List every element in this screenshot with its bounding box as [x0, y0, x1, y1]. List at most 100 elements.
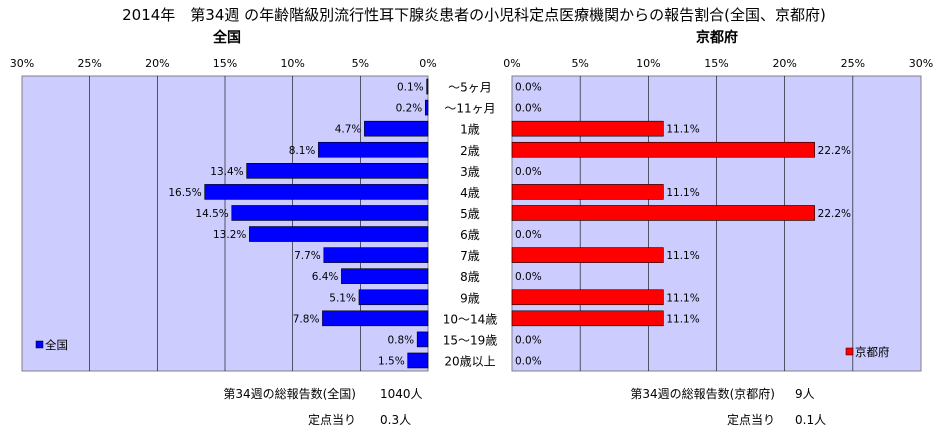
national-x-tick-label: 10%	[280, 57, 304, 70]
national-bar	[341, 268, 429, 284]
kyoto-total-value: 9人	[795, 387, 815, 401]
kyoto-data-label: 22.2%	[818, 208, 851, 220]
national-data-label: 0.2%	[396, 103, 423, 115]
kyoto-bar	[511, 184, 664, 200]
national-data-label: 7.8%	[293, 313, 320, 325]
national-data-label: 16.5%	[168, 187, 201, 199]
national-bar	[249, 226, 429, 242]
kyoto-x-tick-label: 25%	[841, 57, 865, 70]
national-x-tick-label: 30%	[10, 57, 34, 70]
kyoto-data-label: 11.1%	[666, 250, 699, 262]
kyoto-data-label: 11.1%	[666, 313, 699, 325]
kyoto-legend-swatch	[845, 347, 854, 356]
kyoto-legend-label: 京都府	[855, 345, 890, 359]
national-bar	[322, 310, 429, 327]
national-bar	[424, 99, 429, 116]
kyoto-data-label: 0.0%	[515, 103, 542, 115]
national-data-label: 13.2%	[213, 229, 246, 241]
national-legend-swatch	[35, 340, 44, 349]
national-total-value: 1040人	[380, 387, 423, 401]
chart-title: 2014年 第34週 の年齢階級別流行性耳下腺炎患者の小児科定点医療機関からの報…	[122, 6, 826, 24]
age-category-label: 15〜19歳	[443, 333, 498, 347]
kyoto-bar	[511, 205, 815, 221]
age-category-label: 4歳	[460, 186, 480, 200]
national-data-label: 14.5%	[195, 208, 228, 220]
kyoto-bar	[511, 289, 664, 306]
national-total-label: 第34週の総報告数(全国)	[223, 386, 356, 401]
national-per-site-value: 0.3人	[380, 413, 411, 427]
national-x-tick-label: 25%	[77, 57, 101, 70]
kyoto-panel-title: 京都府	[696, 29, 738, 46]
national-bar	[231, 205, 429, 221]
kyoto-x-axis: 0% 5% 10% 15% 20% 25% 30%	[503, 57, 933, 70]
kyoto-total-label: 第34週の総報告数(京都府)	[630, 386, 775, 401]
kyoto-bar	[511, 141, 815, 158]
national-legend-label: 全国	[45, 338, 68, 352]
national-per-site-label: 定点当り	[308, 412, 356, 427]
kyoto-x-tick-label: 10%	[636, 57, 660, 70]
national-legend: 全国	[35, 338, 68, 352]
national-data-label: 6.4%	[312, 271, 339, 283]
kyoto-bar	[511, 247, 664, 263]
national-x-tick-label: 5%	[352, 57, 369, 70]
age-category-label: 〜11ヶ月	[444, 102, 495, 116]
national-x-tick-label: 0%	[419, 57, 436, 70]
national-x-tick-label: 15%	[213, 57, 237, 70]
kyoto-data-label: 0.0%	[515, 271, 542, 283]
national-data-label: 7.7%	[294, 250, 321, 262]
national-bar	[416, 331, 429, 348]
national-bar	[358, 289, 429, 306]
national-panel-title: 全国	[212, 29, 241, 46]
age-category-label: 10〜14歳	[443, 312, 498, 326]
kyoto-per-site-label: 定点当り	[727, 412, 775, 427]
age-category-label: 20歳以上	[444, 354, 495, 368]
kyoto-x-tick-label: 15%	[704, 57, 728, 70]
national-bar	[364, 120, 429, 137]
kyoto-data-label: 11.1%	[666, 124, 699, 136]
kyoto-bar	[511, 120, 664, 137]
national-bar	[204, 184, 429, 200]
kyoto-data-label: 0.0%	[515, 229, 542, 241]
age-category-label: 2歳	[460, 144, 480, 158]
kyoto-bar	[511, 310, 664, 327]
kyoto-x-tick-label: 30%	[909, 57, 933, 70]
kyoto-bars: 0.0% 0.0% 11.1% 22.2% 0.0% 11.1% 22.2% 0.0% 11.1…	[511, 82, 851, 367]
age-category-label: 7歳	[460, 249, 480, 263]
kyoto-x-tick-label: 20%	[772, 57, 796, 70]
national-data-label: 1.5%	[378, 355, 405, 367]
kyoto-x-tick-label: 5%	[571, 57, 588, 70]
national-data-label: 8.1%	[289, 145, 316, 157]
national-bar	[323, 247, 429, 263]
kyoto-data-label: 0.0%	[515, 82, 542, 94]
national-data-label: 0.8%	[387, 334, 414, 346]
national-bar	[407, 352, 429, 369]
age-category-label: 9歳	[460, 291, 480, 305]
kyoto-data-label: 22.2%	[818, 145, 851, 157]
kyoto-data-label: 11.1%	[666, 292, 699, 304]
national-data-label: 0.1%	[397, 82, 424, 94]
kyoto-data-label: 0.0%	[515, 166, 542, 178]
age-category-label: 〜5ヶ月	[448, 81, 492, 95]
national-data-label: 13.4%	[210, 166, 243, 178]
national-data-label: 4.7%	[335, 124, 362, 136]
kyoto-data-label: 11.1%	[666, 187, 699, 199]
kyoto-x-tick-label: 0%	[503, 57, 520, 70]
national-bars: 0.1% 0.2% 4.7% 8.1% 13.4% 16.5% 14.5% 13.2% 7.7%…	[168, 78, 429, 369]
kyoto-per-site-value: 0.1人	[795, 413, 826, 427]
kyoto-legend: 京都府	[845, 345, 890, 359]
national-bar	[426, 78, 429, 95]
kyoto-data-label: 0.0%	[515, 334, 542, 346]
age-category-label: 3歳	[460, 165, 480, 179]
age-category-label: 1歳	[460, 123, 480, 137]
national-x-tick-label: 20%	[145, 57, 169, 70]
kyoto-data-label: 0.0%	[515, 355, 542, 367]
national-bar	[318, 141, 429, 158]
age-category-labels: 〜5ヶ月〜11ヶ月 1歳 2歳 3歳 4歳 5歳 6歳 7歳 8歳 9歳 10〜14歳 15〜19歳 2…	[443, 81, 498, 369]
age-category-label: 6歳	[460, 228, 480, 242]
age-category-label: 5歳	[460, 207, 480, 221]
national-data-label: 5.1%	[329, 292, 356, 304]
age-category-label: 8歳	[460, 270, 480, 284]
national-x-axis: 30% 25% 20% 15% 10% 5% 0%	[10, 57, 437, 70]
national-bar	[246, 163, 429, 179]
